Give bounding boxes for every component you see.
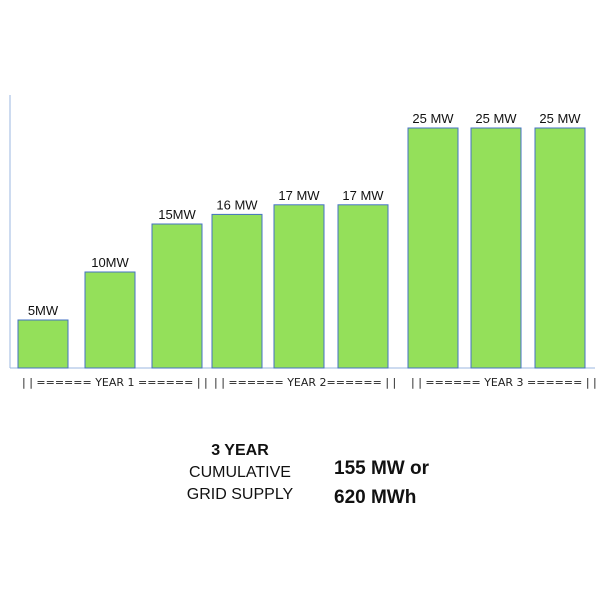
bar-label-3: 15MW: [158, 207, 196, 222]
bar-label-7: 25 MW: [412, 111, 454, 126]
bar-label-5: 17 MW: [278, 188, 320, 203]
summary-line-2: CUMULATIVE: [189, 464, 291, 481]
summary-total-mw: 155 MW or: [334, 458, 430, 479]
bar-5: [273, 204, 325, 369]
group-label-year-2: | | ====== YEAR 2====== | |: [214, 376, 397, 389]
bar-6: [337, 204, 389, 369]
bar-4: [211, 213, 263, 369]
bar-9: [534, 127, 586, 369]
bar-3: [151, 223, 203, 369]
bar-label-4: 16 MW: [216, 197, 258, 212]
bar-8: [470, 127, 522, 369]
summary-line-1: 3 YEAR: [211, 442, 269, 459]
bar-2: [84, 271, 136, 369]
bar-label-9: 25 MW: [539, 111, 581, 126]
summary-caption: 3 YEAR CUMULATIVE GRID SUPPLY: [160, 440, 320, 506]
bar-label-1: 5MW: [28, 303, 59, 318]
summary-total-mwh: 620 MWh: [334, 487, 417, 508]
group-label-year-3: | | ====== YEAR 3 ====== | |: [411, 376, 597, 389]
group-label-year-1: | | ====== YEAR 1 ====== | |: [22, 376, 208, 389]
bar-label-6: 17 MW: [342, 188, 384, 203]
bar-7: [407, 127, 459, 369]
bar-1: [17, 319, 69, 369]
bar-label-2: 10MW: [91, 255, 129, 270]
bar-label-8: 25 MW: [475, 111, 517, 126]
bar-chart: 5MW 10MW 15MW 16 MW 17 MW 17 MW 25 MW 25 MW 25 M…: [9, 95, 595, 369]
summary-total: 155 MW or 620 MWh: [334, 454, 429, 512]
summary-line-3: GRID SUPPLY: [186, 486, 294, 503]
